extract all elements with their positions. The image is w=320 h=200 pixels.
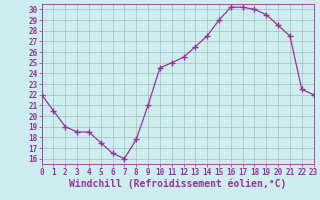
- X-axis label: Windchill (Refroidissement éolien,°C): Windchill (Refroidissement éolien,°C): [69, 179, 286, 189]
